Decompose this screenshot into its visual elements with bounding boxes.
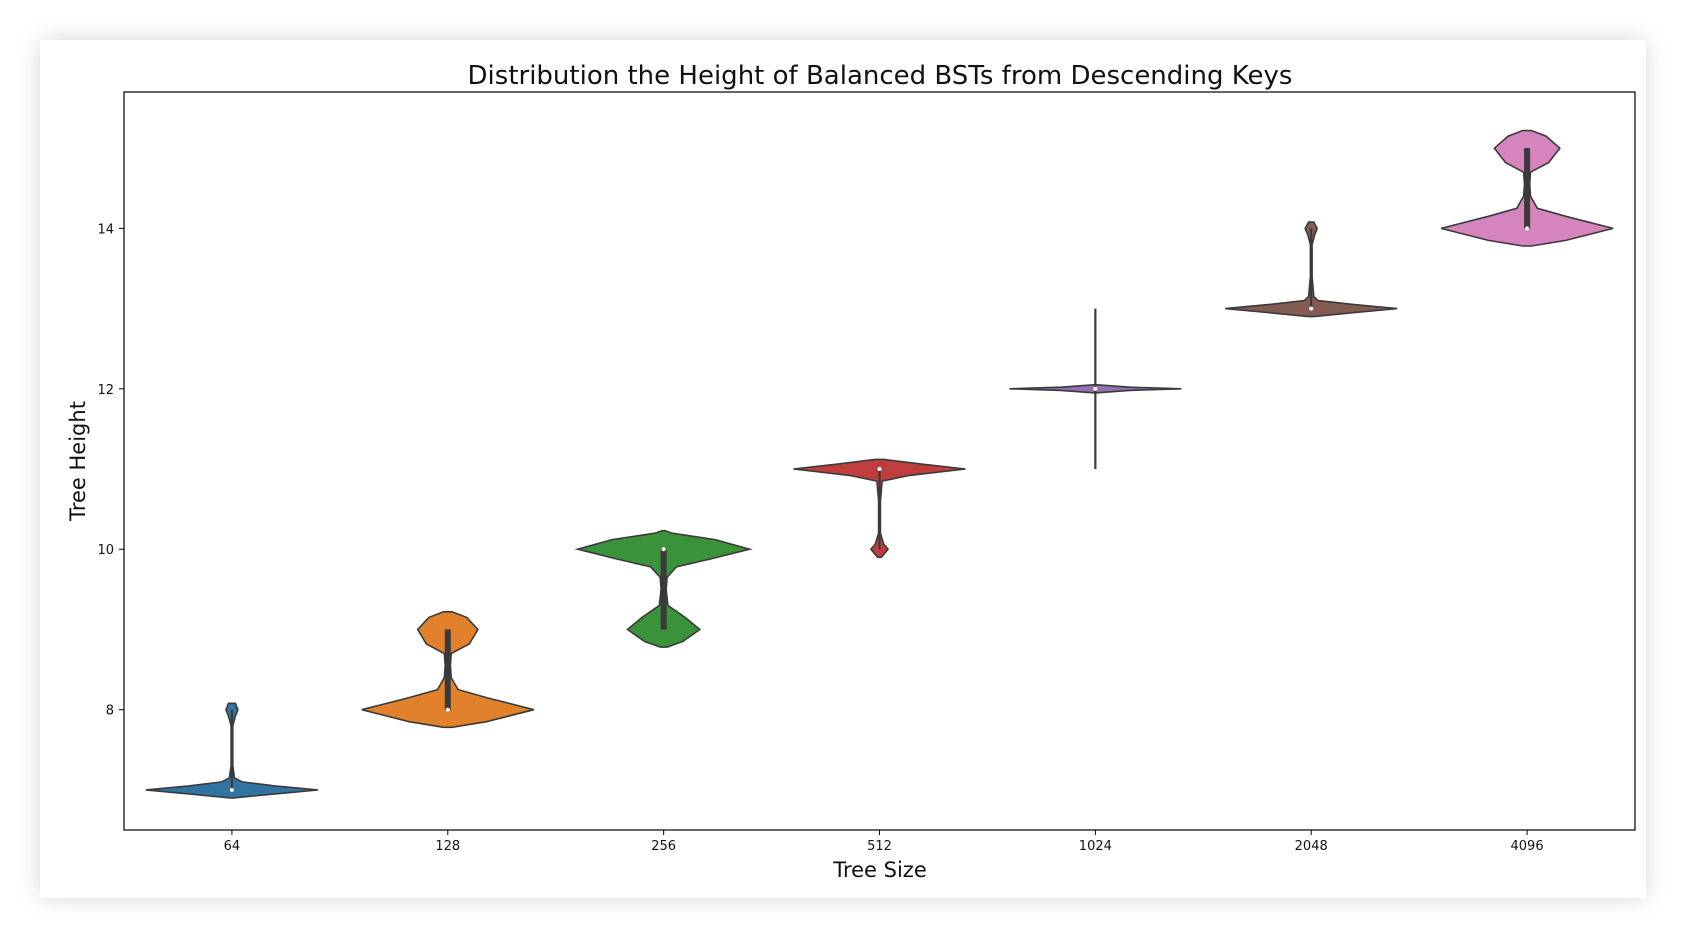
violin-4096 — [1440, 129, 1614, 247]
y-tick-label: 8 — [106, 704, 114, 719]
median-marker-2048 — [1309, 306, 1314, 311]
y-axis-label: Tree Height — [66, 401, 90, 522]
violin-2048 — [1225, 221, 1398, 318]
x-tick-label: 128 — [435, 839, 460, 854]
median-marker-4096 — [1525, 226, 1530, 231]
median-marker-64 — [229, 787, 234, 792]
y-axis-ticks: 8 10 12 14 — [97, 222, 124, 719]
median-marker-256 — [661, 547, 666, 552]
x-tick-label: 64 — [224, 839, 241, 854]
y-tick-label: 12 — [97, 383, 114, 398]
y-tick-label: 14 — [97, 222, 114, 237]
x-tick-label: 256 — [651, 839, 676, 854]
x-axis-ticks: 64 128 256 512 1024 2048 4096 — [224, 830, 1544, 854]
median-marker-512 — [877, 467, 882, 472]
violin-layer — [145, 129, 1614, 799]
violin-1024 — [1009, 308, 1182, 470]
x-tick-label: 512 — [867, 839, 892, 854]
y-tick-label: 10 — [97, 543, 114, 558]
violin-chart: Distribution the Height of Balanced BSTs… — [66, 61, 1636, 882]
median-marker-1024 — [1093, 386, 1098, 391]
median-marker-128 — [445, 707, 450, 712]
violin-128 — [361, 611, 534, 729]
violin-256 — [574, 530, 753, 648]
violin-512 — [793, 458, 966, 559]
chart-title: Distribution the Height of Balanced BSTs… — [468, 61, 1293, 91]
x-axis-label: Tree Size — [832, 858, 927, 882]
x-tick-label: 4096 — [1511, 839, 1544, 854]
x-tick-label: 2048 — [1295, 839, 1328, 854]
chart-card: Distribution the Height of Balanced BSTs… — [40, 40, 1646, 898]
violin-64 — [145, 702, 318, 799]
x-tick-label: 1024 — [1079, 839, 1112, 854]
